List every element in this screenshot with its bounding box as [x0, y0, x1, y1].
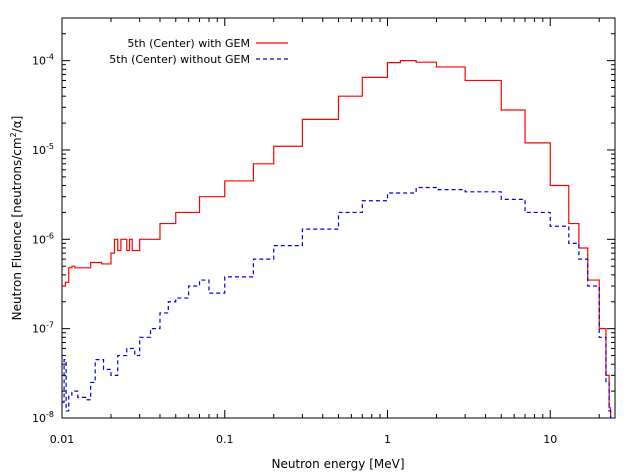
x-tick-label: 10 [543, 433, 557, 446]
legend-label-with-gem: 5th (Center) with GEM [127, 37, 250, 50]
series-line-without-gem [62, 186, 612, 418]
y-tick-label: 10-4 [32, 53, 54, 68]
y-axis-label-superscript: 2 [9, 132, 18, 137]
y-tick-label: 10-6 [32, 231, 54, 246]
y-axis-label-main: Neutron Fluence [neutrons/cm [10, 137, 24, 320]
legend-label-without-gem: 5th (Center) without GEM [109, 53, 250, 66]
x-axis-label: Neutron energy [MeV] [271, 457, 404, 471]
y-axis-label-suffix: /α] [10, 116, 24, 133]
x-tick-label: 0.01 [50, 433, 75, 446]
x-tick-label: 1 [384, 433, 391, 446]
x-tick-label: 0.1 [216, 433, 234, 446]
y-axis-label: Neutron Fluence [neutrons/cm2/α] [9, 116, 24, 321]
y-tick-label: 10-8 [32, 410, 54, 425]
series-layer [62, 60, 612, 418]
y-axis-ticks: 10-8 10-7 10-6 10-5 10-4 [32, 17, 615, 425]
y-tick-label: 10-5 [32, 142, 54, 157]
x-axis-ticks: 0.01 0.1 1 10 [50, 18, 600, 446]
legend: 5th (Center) with GEM 5th (Center) witho… [109, 37, 288, 66]
y-tick-label: 10-7 [32, 321, 54, 336]
series-line-with-gem [62, 60, 612, 418]
